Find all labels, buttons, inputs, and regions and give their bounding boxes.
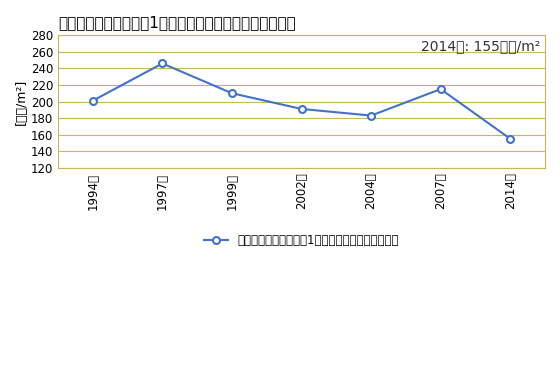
機械器具小売業の店血1平米当たり年間商品販売額: [159, 61, 166, 66]
Text: 2014年: 155万円/m²: 2014年: 155万円/m²: [421, 39, 540, 53]
Line: 機械器具小売業の店血1平米当たり年間商品販売額: 機械器具小売業の店血1平米当たり年間商品販売額: [90, 60, 514, 142]
Text: 機械器具小売業の店血1平米当たり年間商品販売額の推移: 機械器具小売業の店血1平米当たり年間商品販売額の推移: [58, 15, 296, 30]
Y-axis label: [万円/m²]: [万円/m²]: [15, 78, 28, 125]
Legend: 機械器具小売業の店血1平米当たり年間商品販売額: 機械器具小売業の店血1平米当たり年間商品販売額: [199, 229, 404, 251]
機械器具小売業の店血1平米当たり年間商品販売額: [228, 91, 235, 96]
機械器具小売業の店血1平米当たり年間商品販売額: [437, 87, 444, 91]
機械器具小売業の店血1平米当たり年間商品販売額: [507, 137, 514, 141]
機械器具小売業の店血1平米当たり年間商品販売額: [90, 98, 96, 103]
機械器具小売業の店血1平米当たり年間商品販売額: [368, 113, 375, 118]
機械器具小売業の店血1平米当たり年間商品販売額: [298, 107, 305, 111]
